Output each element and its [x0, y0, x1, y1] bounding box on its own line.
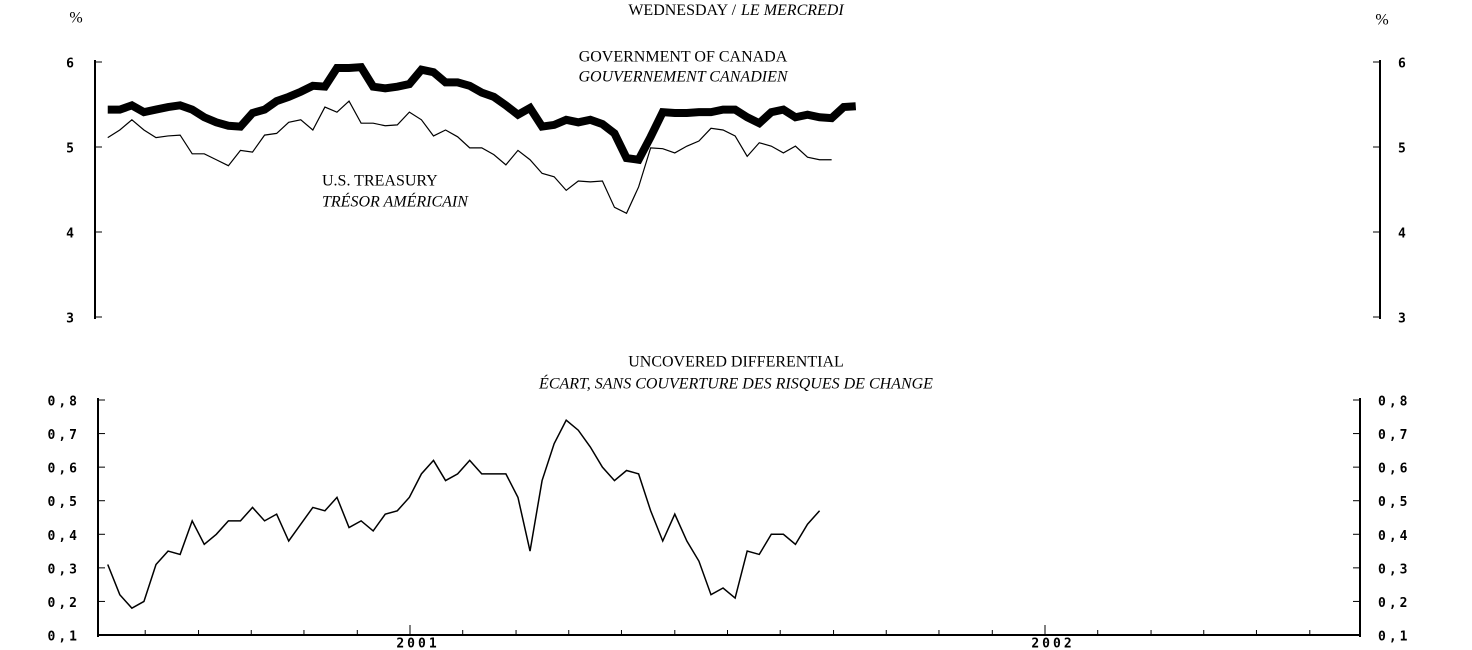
series-line	[107, 418, 821, 610]
y-tick-label: 3	[66, 312, 77, 327]
series-label: TRÉSOR AMÉRICAIN	[322, 192, 469, 211]
y-tick-label: 4	[66, 227, 77, 242]
y-tick-label: 0,7	[48, 428, 80, 443]
y-tick-label: 0,5	[48, 495, 80, 510]
y-tick-label: 0,5	[1378, 495, 1410, 510]
y-tick-label: 6	[1398, 57, 1409, 72]
y-tick-label: 0,4	[1378, 529, 1410, 544]
y-tick-label: 0,6	[1378, 462, 1410, 477]
y-tick-label: 5	[66, 142, 77, 157]
y-unit-left: %	[69, 10, 82, 27]
y-tick-label: 5	[1398, 142, 1409, 157]
series-label: GOUVERNEMENT CANADIEN	[578, 69, 788, 86]
y-tick-label: 0,8	[1378, 395, 1410, 410]
chart-subtitle: ÉCART, SANS COUVERTURE DES RISQUES DE CH…	[538, 374, 933, 393]
y-tick-label: 6	[66, 57, 77, 72]
y-tick-label: 0,1	[1378, 630, 1410, 645]
title-fr: LE MERCREDI	[740, 2, 844, 19]
y-tick-label: 0,4	[48, 529, 80, 544]
series-label: GOVERNMENT OF CANADA	[579, 49, 788, 66]
title-en: WEDNESDAY /	[628, 2, 736, 19]
y-tick-label: 0,8	[48, 395, 80, 410]
series-line	[107, 100, 832, 215]
series-label: U.S. TREASURY	[322, 173, 438, 190]
y-tick-label: 4	[1398, 227, 1409, 242]
y-tick-label: 0,2	[1378, 596, 1410, 611]
series-line	[107, 62, 857, 165]
y-unit-right: %	[1375, 12, 1388, 29]
chart-title: WEDNESDAY / LE MERCREDI	[628, 2, 844, 19]
y-tick-label: 0,1	[48, 630, 80, 645]
y-tick-label: 0,2	[48, 596, 80, 611]
x-tick-label: 2002	[1031, 637, 1074, 650]
chart-title: UNCOVERED DIFFERENTIAL	[628, 354, 844, 371]
y-tick-label: 0,7	[1378, 428, 1410, 443]
y-tick-label: 0,3	[1378, 562, 1410, 577]
y-tick-label: 0,3	[48, 562, 80, 577]
y-tick-label: 3	[1398, 312, 1409, 327]
y-tick-label: 0,6	[48, 462, 80, 477]
x-tick-label: 2001	[396, 637, 439, 650]
